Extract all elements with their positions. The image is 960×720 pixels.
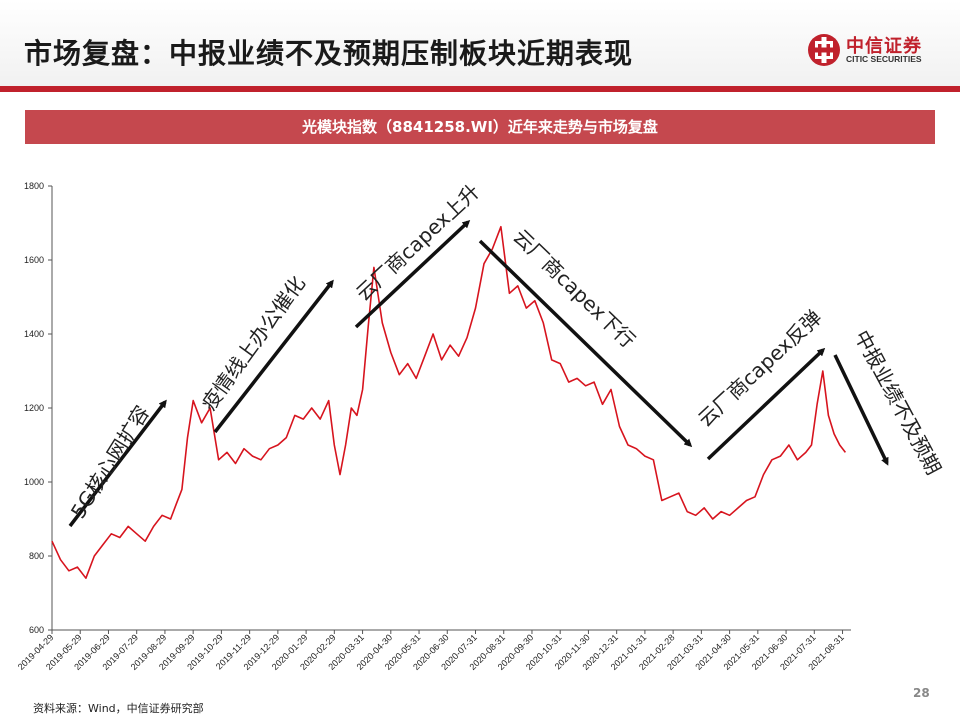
annotation-label: 云厂商capex上升: [351, 179, 484, 306]
y-tick-label: 1800: [24, 181, 44, 191]
annotation-label: 中报业绩不及预期: [850, 326, 946, 479]
header-band: [0, 0, 960, 86]
y-tick-label: 800: [29, 551, 44, 561]
header-rule: [0, 86, 960, 92]
series-line: [51, 225, 847, 579]
annotation-label: 云厂商capex反弹: [693, 305, 826, 432]
annotation-arrow: [833, 354, 889, 466]
annotation-arrow: [213, 279, 334, 434]
y-tick-label: 1000: [24, 477, 44, 487]
annotation-arrow: [706, 347, 826, 461]
page-number: 28: [913, 686, 930, 700]
source-note: 资料来源：Wind，中信证券研究部: [33, 702, 204, 715]
line-chart: 600 800 1000 1200 1400 1600 1800 2019-04-29201…: [16, 179, 946, 672]
y-tick-label: 1400: [24, 329, 44, 339]
y-axis: 600 800 1000 1200 1400 1600 1800: [24, 181, 53, 635]
logo-name-en: CITIC SECURITIES: [846, 54, 922, 64]
y-tick-label: 1600: [24, 255, 44, 265]
x-axis: 2019-04-292019-05-292019-06-292019-07-29…: [16, 629, 851, 672]
y-tick-label: 1200: [24, 403, 44, 413]
annotation-arrow: [354, 219, 471, 329]
chart-banner-title: 光模块指数（8841258.WI）近年来走势与市场复盘: [25, 110, 935, 144]
company-logo: 中信证券 CITIC SECURITIES: [806, 30, 941, 70]
annotation-arrow: [478, 239, 693, 448]
page-title: 市场复盘：中报业绩不及预期压制板块近期表现: [24, 37, 634, 70]
y-tick-label: 600: [29, 625, 44, 635]
citic-logo-icon: [808, 34, 840, 66]
annotation-arrow: [68, 399, 167, 528]
annotation-label: 疫情线上办公催化: [197, 271, 310, 415]
logo-name-cn: 中信证券: [846, 36, 922, 57]
annotation-label: 5G核心网扩容: [66, 401, 154, 522]
